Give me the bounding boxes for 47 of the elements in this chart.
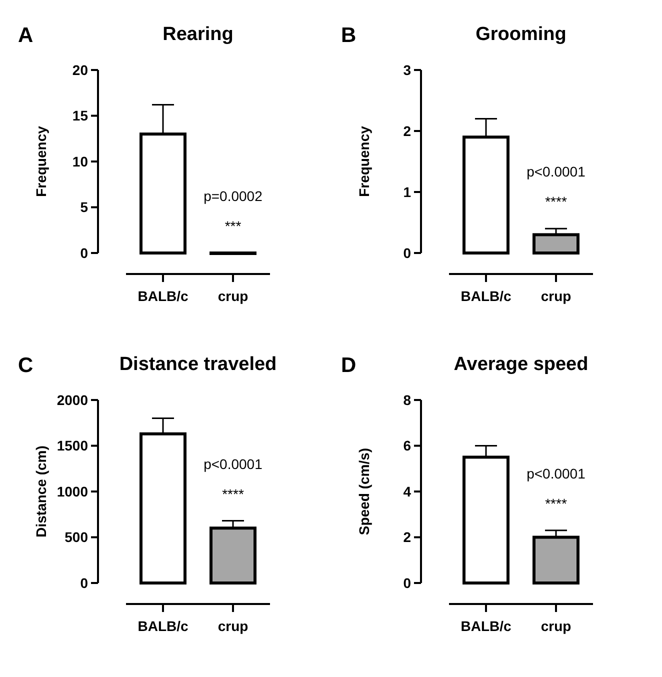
x-tick-label: crup	[218, 288, 248, 304]
y-tick-label: 1000	[56, 483, 88, 500]
annotation: ***	[224, 218, 242, 234]
chart-title: Distance traveled	[119, 354, 277, 375]
y-tick-label: 1500	[56, 438, 88, 454]
y-tick-label: 0	[403, 574, 412, 591]
x-tick-label: BALB/c	[460, 618, 512, 634]
x-tick-label: crup	[540, 618, 572, 634]
y-tick-label: 2000	[56, 392, 88, 408]
y-tick-label: 8	[403, 392, 412, 408]
y-tick-label: 10	[72, 153, 88, 170]
y-tick-label: 5	[80, 199, 88, 216]
y-tick-label: 1	[403, 184, 412, 200]
text: D	[341, 354, 356, 377]
text: C	[18, 354, 34, 377]
y-tick-label: 6	[403, 438, 412, 454]
annotation: ****	[545, 194, 568, 210]
chart-title: Average speed	[454, 354, 588, 375]
chart-title: Rearing	[162, 24, 234, 45]
y-tick-label: 0	[80, 574, 88, 591]
annotation: ****	[222, 486, 244, 502]
y-tick-label: 3	[403, 62, 412, 78]
text: A	[18, 24, 34, 47]
annotation: ****	[545, 495, 568, 512]
y-tick-label: 15	[72, 108, 88, 124]
y-axis-title: Speed (cm/s)	[356, 448, 372, 536]
x-tick-label: BALB/c	[460, 288, 512, 304]
y-tick-label: 20	[72, 62, 88, 78]
annotation: p<0.0001	[526, 164, 586, 180]
x-tick-label: BALB/c	[138, 288, 188, 304]
y-tick-label: 500	[64, 529, 88, 546]
chart-title: Grooming	[476, 24, 566, 45]
x-tick-label: crup	[218, 618, 248, 634]
y-axis-title: Frequency	[356, 126, 372, 197]
y-tick-label: 0	[80, 244, 88, 261]
y-axis-title: Distance (cm)	[33, 446, 49, 538]
x-tick-label: BALB/c	[138, 618, 188, 634]
y-axis-title: Frequency	[33, 126, 49, 197]
x-tick-label: crup	[540, 288, 572, 304]
annotation: p<0.0001	[526, 465, 586, 482]
y-tick-label: 4	[403, 483, 412, 500]
y-tick-label: 2	[403, 529, 412, 546]
y-tick-label: 2	[403, 122, 412, 139]
y-tick-label: 0	[403, 244, 412, 261]
text: B	[341, 24, 356, 47]
annotation: p<0.0001	[204, 456, 263, 472]
annotation: p=0.0002	[204, 188, 263, 204]
